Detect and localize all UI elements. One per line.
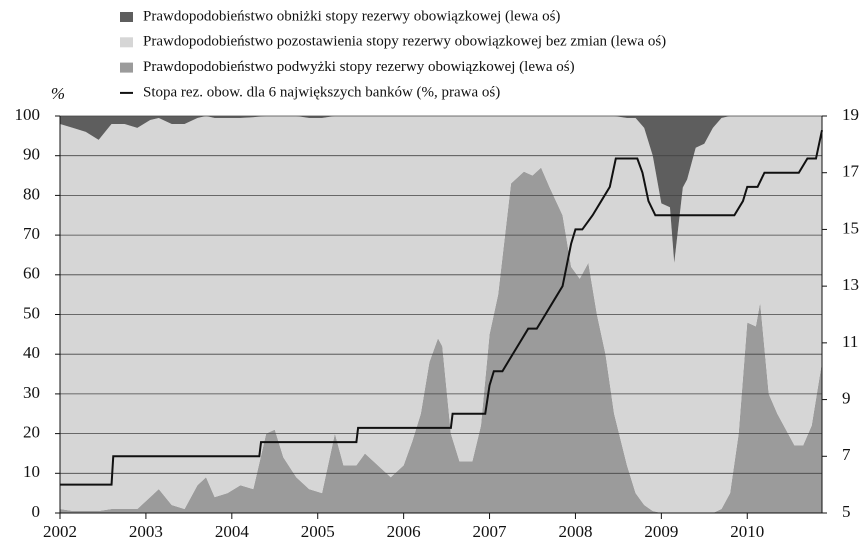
- y2-tick-label: 13: [842, 275, 859, 294]
- y-tick-label: 60: [23, 264, 40, 283]
- legend-swatch: [120, 62, 133, 73]
- y2-tick-label: 19: [842, 105, 859, 124]
- x-tick-label: 2009: [644, 522, 678, 541]
- y2-tick-label: 5: [842, 502, 851, 521]
- legend-swatch: [120, 12, 133, 22]
- area: [60, 167, 822, 514]
- y-tick-label: 50: [23, 303, 40, 322]
- area: [60, 116, 822, 263]
- y-axis-label: %: [51, 84, 65, 103]
- y-tick-label: 10: [23, 462, 40, 481]
- y-tick-label: 70: [23, 224, 40, 243]
- x-tick-label: 2007: [473, 522, 508, 541]
- y-tick-label: 40: [23, 343, 40, 362]
- x-tick-label: 2008: [558, 522, 592, 541]
- x-tick-label: 2010: [730, 522, 764, 541]
- y2-tick-label: 9: [842, 388, 851, 407]
- y-tick-label: 30: [23, 383, 40, 402]
- x-tick-label: 2003: [129, 522, 163, 541]
- x-tick-label: 2006: [387, 522, 421, 541]
- y-tick-label: 90: [23, 145, 40, 164]
- y2-tick-label: 15: [842, 218, 859, 237]
- line: [60, 129, 823, 486]
- x-tick-label: 2002: [43, 522, 77, 541]
- y-tick-label: 80: [23, 184, 40, 203]
- y-tick-label: 100: [15, 105, 41, 124]
- y-tick-label: 20: [23, 423, 40, 442]
- legend-label: Prawdopodobieństwo podwyżki stopy rezerw…: [143, 59, 575, 75]
- legend-label: Stopa rez. obow. dla 6 największych bank…: [143, 84, 500, 100]
- y-tick-label: 0: [32, 502, 41, 521]
- x-tick-label: 2004: [215, 522, 250, 541]
- legend-swatch: [120, 37, 133, 48]
- legend-label: Prawdopodobieństwo obniżki stopy rezerwy…: [143, 8, 560, 24]
- legend-label: Prawdopodobieństwo pozostawienia stopy r…: [143, 34, 666, 50]
- x-tick-label: 2005: [301, 522, 335, 541]
- y2-tick-label: 7: [842, 445, 851, 464]
- y2-tick-label: 11: [842, 332, 858, 351]
- y2-tick-label: 17: [842, 162, 860, 181]
